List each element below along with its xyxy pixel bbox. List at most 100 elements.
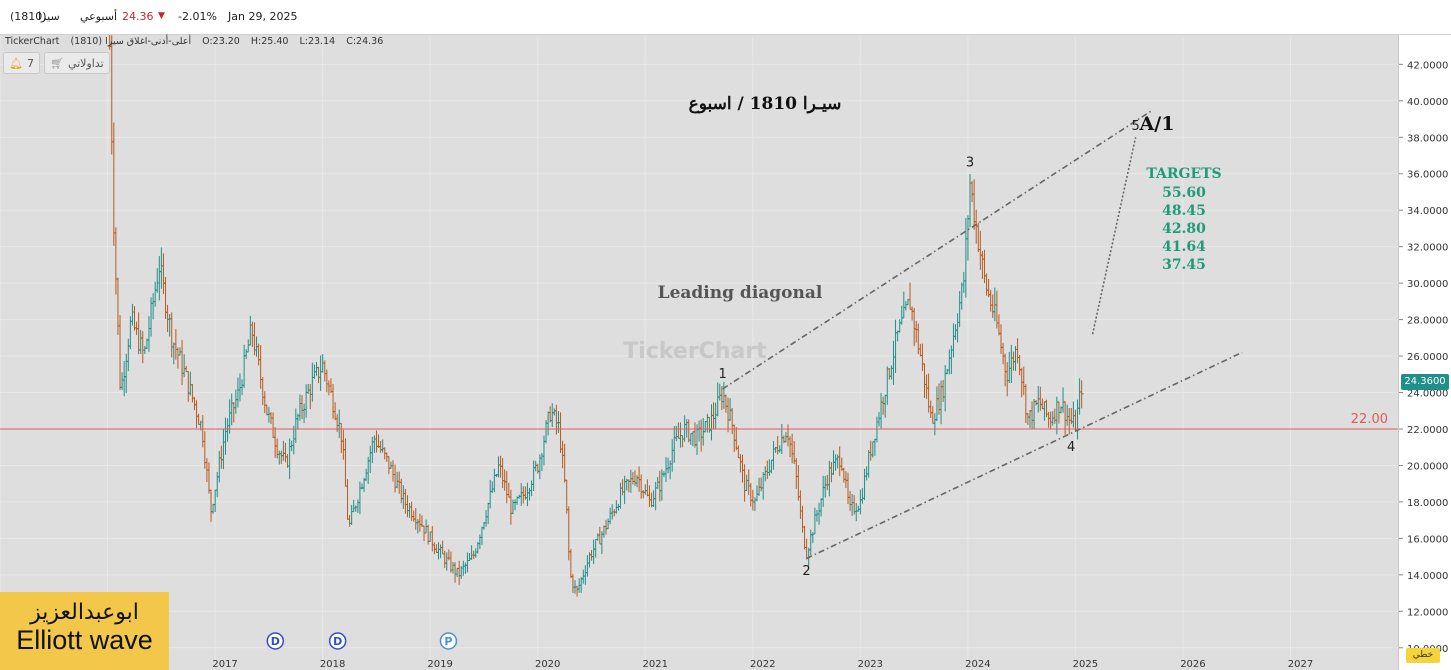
- ohlc-bar: [1038, 386, 1043, 411]
- ohlc-bar: [939, 380, 944, 425]
- chart-plot-area[interactable]: TickerChart 2015201620172018201920202021…: [0, 35, 1398, 670]
- ohlc-bar: [196, 413, 201, 425]
- x-tick-label: 2026: [1180, 659, 1205, 670]
- ohlc-bar: [277, 450, 282, 465]
- y-tick-label: 42.0000: [1407, 60, 1448, 71]
- ohlc-bar: [808, 529, 813, 556]
- ohlc-bar: [550, 403, 555, 428]
- ohlc-bar: [1009, 344, 1014, 384]
- date-label: Jan 29, 2025: [228, 10, 298, 23]
- ohlc-bar: [759, 477, 764, 492]
- ohlc-bar: [953, 324, 958, 340]
- chart-type-button[interactable]: خطي: [1406, 648, 1440, 663]
- diagonal-annotation: Leading diagonal: [658, 283, 823, 303]
- ohlc-bar: [273, 427, 278, 458]
- ohlc-bar: [118, 315, 123, 390]
- ohlc-bar: [589, 549, 594, 561]
- y-tick-label: 18.0000: [1407, 498, 1448, 509]
- bell-icon: 🔔︎: [9, 56, 23, 70]
- ohlc-bar: [715, 382, 720, 417]
- ohlc-bar: [209, 489, 214, 522]
- ohlc-bar: [943, 365, 948, 412]
- ohlc-bar: [825, 475, 830, 491]
- ohlc-bar: [734, 427, 739, 451]
- ohlc-bar: [513, 499, 518, 511]
- ohlc-bar: [1015, 338, 1020, 364]
- event-marker: [266, 632, 285, 650]
- ohlc-bar: [697, 420, 702, 442]
- ohlc-bar: [903, 301, 908, 311]
- ohlc-bar: [502, 469, 507, 491]
- ohlc-bar: [899, 305, 904, 325]
- ohlc-bar: [887, 368, 892, 380]
- event-marker: [328, 632, 347, 650]
- ohlc-bar: [413, 507, 418, 530]
- ohlc-bar: [928, 400, 933, 418]
- ohlc-bar: [151, 293, 156, 320]
- ohlc-bar: [175, 347, 180, 369]
- symbol-name[interactable]: سيرا: [38, 10, 60, 23]
- x-tick-label: 2021: [643, 659, 668, 670]
- ohlc-bar: [130, 303, 135, 326]
- y-tick-label: 32.0000: [1407, 243, 1448, 254]
- ohlc-bar: [833, 454, 838, 471]
- ohlc-bar: [990, 294, 995, 318]
- ohlc-bar: [568, 549, 573, 579]
- ohlc-bar: [581, 569, 586, 584]
- ohlc-bar: [1046, 411, 1051, 428]
- ohlc-bar: [783, 432, 788, 443]
- ohlc-bar: [848, 491, 853, 511]
- ohlc-bar: [639, 474, 644, 499]
- ohlc-bar: [529, 480, 534, 497]
- ohlc-bar: [391, 460, 396, 482]
- ohlc-bar: [496, 456, 501, 478]
- ohlc-bar: [632, 470, 637, 486]
- ohlc-bar: [324, 369, 329, 393]
- ohlc-bar: [347, 515, 352, 527]
- ohlc-bar: [1067, 408, 1072, 435]
- my-trades-label: تداولاتي: [67, 56, 104, 70]
- chart-description: أعلى-أدنى-اغلاق سيرا (1810): [70, 36, 192, 47]
- ohlc-bar: [271, 412, 276, 438]
- ohlc-bar: [819, 498, 824, 517]
- alerts-count: 7: [26, 56, 34, 70]
- ohlc-bar: [182, 354, 187, 378]
- ohlc-bar: [963, 218, 968, 298]
- ohlc-bar: [136, 312, 141, 355]
- ohlc-bar: [194, 400, 199, 429]
- ohlc-bar: [967, 174, 972, 228]
- ohlc-bar: [132, 306, 137, 331]
- ohlc-bar: [436, 542, 441, 560]
- ohlc-bar: [765, 460, 770, 480]
- ohlc-bar: [843, 471, 848, 489]
- ohlc-bar: [645, 479, 650, 497]
- ohlc-bar: [322, 360, 327, 382]
- ohlc-bar: [180, 340, 185, 385]
- ohlc-bar: [1073, 409, 1078, 432]
- ohlc-bar: [728, 398, 733, 421]
- period-label[interactable]: أسبوعي: [80, 10, 118, 23]
- target-value: 55.60: [1162, 185, 1206, 201]
- ohlc-bar: [217, 450, 222, 483]
- ohlc-bar: [250, 321, 255, 348]
- ohlc-bar: [657, 470, 662, 502]
- ohlc-bar: [703, 421, 708, 433]
- price-axis[interactable]: 10.000012.000014.000016.000018.000020.00…: [1398, 35, 1451, 670]
- ohlc-bar: [750, 489, 755, 511]
- ohlc-bar: [165, 304, 170, 332]
- ohlc-bar: [527, 488, 532, 501]
- ohlc-bar: [444, 552, 449, 571]
- alerts-button[interactable]: 🔔︎ 7: [3, 52, 40, 74]
- ohlc-bar: [585, 555, 590, 577]
- ohlc-bar: [120, 372, 125, 391]
- ohlc-bar: [477, 534, 482, 549]
- x-tick-label: 2022: [750, 659, 775, 670]
- chart-toolbox: 🔔︎ 7 🛒︎ تداولاتي: [3, 52, 110, 74]
- ohlc-bar: [823, 475, 828, 498]
- ohlc-bar: [453, 562, 458, 583]
- my-trades-button[interactable]: 🛒︎ تداولاتي: [43, 52, 110, 74]
- ohlc-bar: [794, 458, 799, 489]
- ohlc-bar: [817, 502, 822, 525]
- ohlc-bar: [403, 488, 408, 514]
- ohlc-bar: [723, 394, 728, 413]
